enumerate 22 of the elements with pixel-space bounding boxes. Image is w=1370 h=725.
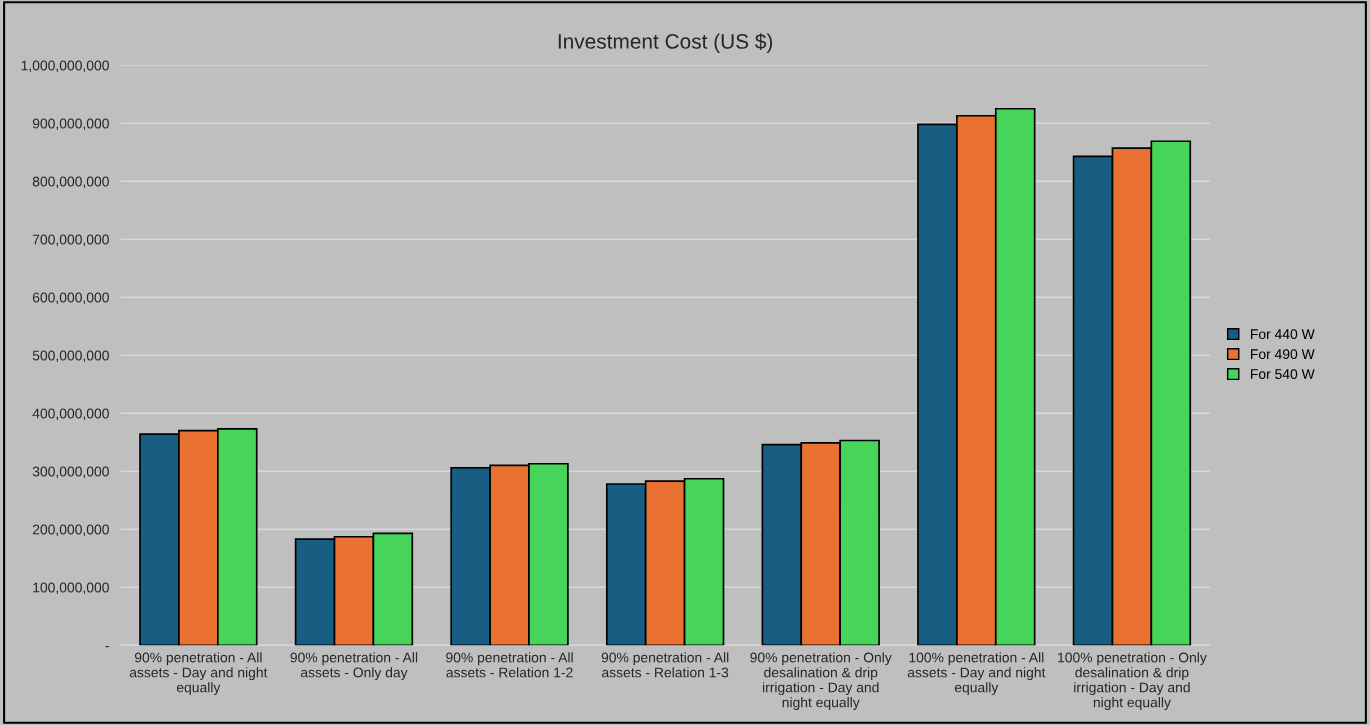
y-tick-label: 200,000,000 [32, 524, 109, 537]
x-tick-label: 90% penetration - Only desalination & drip irrigation - Day and night equally [750, 652, 892, 711]
chart-title: Investment Cost (US $) [558, 33, 773, 53]
y-tick-label: 900,000,000 [32, 118, 109, 131]
x-tick-label: 90% penetration - All assets - Day and night equally [129, 652, 268, 696]
legend-label: For 490 W [1251, 349, 1315, 360]
y-tick-label: - [105, 646, 109, 648]
x-tick-label: 100% penetration - Only desalination & drip irrigation - Day and night equally [1058, 652, 1207, 711]
legend-label: For 440 W [1251, 329, 1315, 340]
x-tick-label: 90% penetration - All assets - Relation 1-2 [446, 652, 573, 678]
x-tick-label: 90% penetration - All assets - Relation 1-3 [601, 652, 729, 678]
y-tick-label: 800,000,000 [32, 176, 109, 189]
y-tick-label: 1,000,000,000 [21, 60, 109, 73]
y-tick-label: 500,000,000 [32, 350, 109, 363]
y-tick-label: 300,000,000 [32, 466, 109, 479]
y-tick-label: 100,000,000 [33, 582, 109, 595]
y-tick-label: 600,000,000 [32, 292, 109, 305]
x-tick-label: 90% penetration - All assets - Only day [290, 652, 418, 681]
y-tick-label: 400,000,000 [32, 408, 109, 421]
x-tick-label: 100% penetration - All assets - Day and night equally [907, 652, 1046, 696]
legend-label: For 540 W [1251, 369, 1315, 379]
y-tick-label: 700,000,000 [32, 234, 109, 247]
